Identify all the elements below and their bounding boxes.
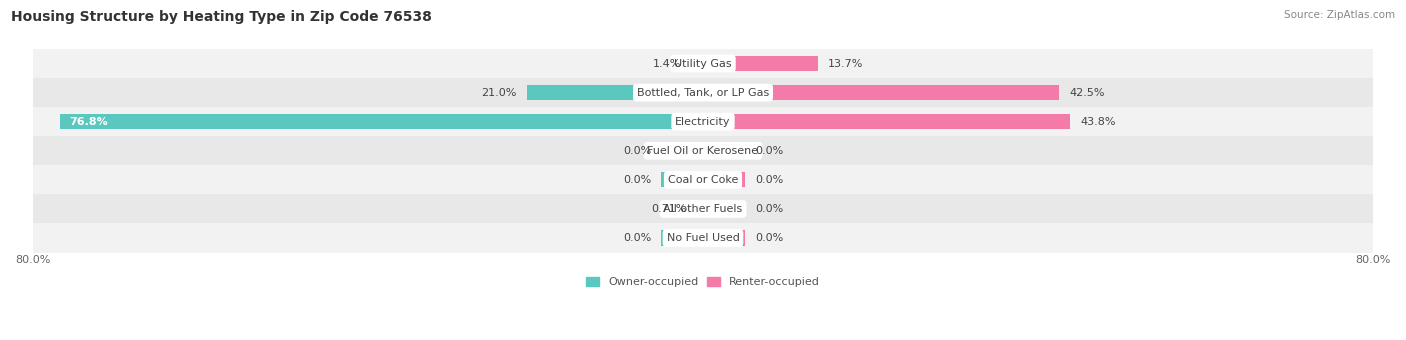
Bar xyxy=(703,172,745,187)
Text: 21.0%: 21.0% xyxy=(482,88,517,98)
Text: Housing Structure by Heating Type in Zip Code 76538: Housing Structure by Heating Type in Zip… xyxy=(11,10,432,24)
Bar xyxy=(697,201,703,217)
Bar xyxy=(32,165,1374,194)
Bar xyxy=(661,172,703,187)
Text: 76.8%: 76.8% xyxy=(69,117,108,127)
Text: Coal or Coke: Coal or Coke xyxy=(668,175,738,185)
Text: All other Fuels: All other Fuels xyxy=(664,204,742,214)
Bar xyxy=(703,85,1059,100)
Legend: Owner-occupied, Renter-occupied: Owner-occupied, Renter-occupied xyxy=(581,272,825,292)
Bar xyxy=(692,56,703,71)
Text: Utility Gas: Utility Gas xyxy=(675,58,731,69)
Bar xyxy=(703,143,745,158)
Text: No Fuel Used: No Fuel Used xyxy=(666,233,740,243)
Bar xyxy=(32,194,1374,223)
Text: 0.0%: 0.0% xyxy=(755,175,783,185)
Bar xyxy=(32,223,1374,253)
Text: 43.8%: 43.8% xyxy=(1080,117,1115,127)
Text: 0.0%: 0.0% xyxy=(755,204,783,214)
Text: 0.0%: 0.0% xyxy=(623,146,651,156)
Text: Electricity: Electricity xyxy=(675,117,731,127)
Text: 13.7%: 13.7% xyxy=(828,58,863,69)
Text: 0.0%: 0.0% xyxy=(623,175,651,185)
Text: 0.0%: 0.0% xyxy=(623,233,651,243)
Bar xyxy=(32,78,1374,107)
Bar xyxy=(703,114,1070,129)
Text: Bottled, Tank, or LP Gas: Bottled, Tank, or LP Gas xyxy=(637,88,769,98)
Bar xyxy=(32,107,1374,136)
Text: 0.71%: 0.71% xyxy=(651,204,688,214)
Bar xyxy=(661,231,703,245)
Bar xyxy=(703,201,745,217)
Bar xyxy=(32,49,1374,78)
Text: 42.5%: 42.5% xyxy=(1069,88,1105,98)
Text: 0.0%: 0.0% xyxy=(755,146,783,156)
Bar xyxy=(527,85,703,100)
Bar xyxy=(59,114,703,129)
Bar xyxy=(703,231,745,245)
Bar xyxy=(703,56,818,71)
Bar xyxy=(661,143,703,158)
Text: Fuel Oil or Kerosene: Fuel Oil or Kerosene xyxy=(647,146,759,156)
Bar xyxy=(32,136,1374,165)
Text: 0.0%: 0.0% xyxy=(755,233,783,243)
Text: Source: ZipAtlas.com: Source: ZipAtlas.com xyxy=(1284,10,1395,20)
Text: 1.4%: 1.4% xyxy=(652,58,682,69)
